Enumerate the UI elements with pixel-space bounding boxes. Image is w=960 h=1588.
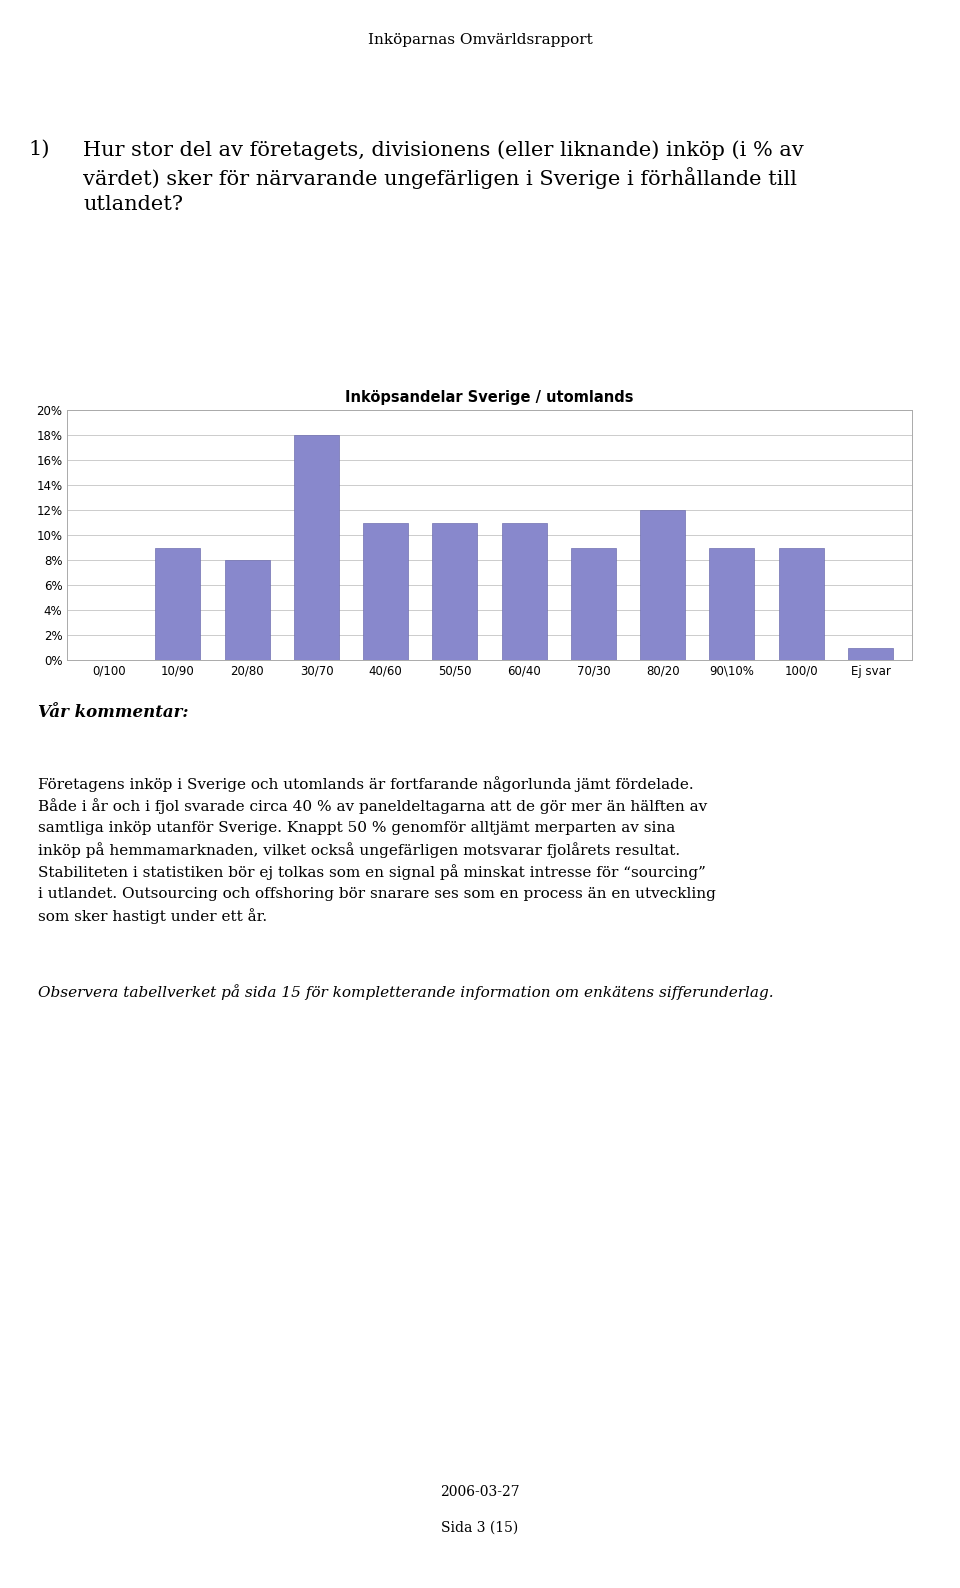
Bar — [779, 548, 824, 661]
Bar — [156, 548, 201, 661]
Bar — [502, 522, 547, 661]
Bar — [640, 510, 685, 661]
Bar — [709, 548, 755, 661]
Bar — [432, 522, 477, 661]
Text: Både i år och i fjol svarade circa 40 % av paneldeltagarna att de gör mer än häl: Både i år och i fjol svarade circa 40 % … — [38, 799, 708, 815]
Bar — [848, 648, 893, 661]
Text: i utlandet. Outsourcing och offshoring bör snarare ses som en process än en utve: i utlandet. Outsourcing och offshoring b… — [38, 888, 716, 900]
Text: 2006-03-27: 2006-03-27 — [441, 1485, 519, 1499]
Text: Observera tabellverket på sida 15 för kompletterande information om enkätens sif: Observera tabellverket på sida 15 för ko… — [38, 985, 774, 1000]
Bar — [294, 435, 339, 661]
Text: Företagens inköp i Sverige och utomlands är fortfarande någorlunda jämt fördelad: Företagens inköp i Sverige och utomlands… — [38, 777, 694, 792]
Text: Inköparnas Omvärldsrapport: Inköparnas Omvärldsrapport — [368, 33, 592, 48]
Text: 1): 1) — [29, 140, 50, 159]
Bar — [571, 548, 616, 661]
Text: Stabiliteten i statistiken bör ej tolkas som en signal på minskat intresse för “: Stabiliteten i statistiken bör ej tolkas… — [38, 864, 707, 880]
Text: samtliga inköp utanför Sverige. Knappt 50 % genomför alltjämt merparten av sina: samtliga inköp utanför Sverige. Knappt 5… — [38, 821, 676, 835]
Text: inköp på hemmamarknaden, vilket också ungefärligen motsvarar fjolårets resultat.: inköp på hemmamarknaden, vilket också un… — [38, 842, 681, 858]
Bar — [225, 561, 270, 661]
Text: Sida 3 (15): Sida 3 (15) — [442, 1520, 518, 1534]
Bar — [363, 522, 408, 661]
Text: Hur stor del av företagets, divisionens (eller liknande) inköp (i % av
värdet) s: Hur stor del av företagets, divisionens … — [83, 140, 804, 214]
Title: Inköpsandelar Sverige / utomlands: Inköpsandelar Sverige / utomlands — [346, 389, 634, 405]
Text: Vår kommentar:: Vår kommentar: — [38, 703, 189, 721]
Text: som sker hastigt under ett år.: som sker hastigt under ett år. — [38, 908, 268, 924]
